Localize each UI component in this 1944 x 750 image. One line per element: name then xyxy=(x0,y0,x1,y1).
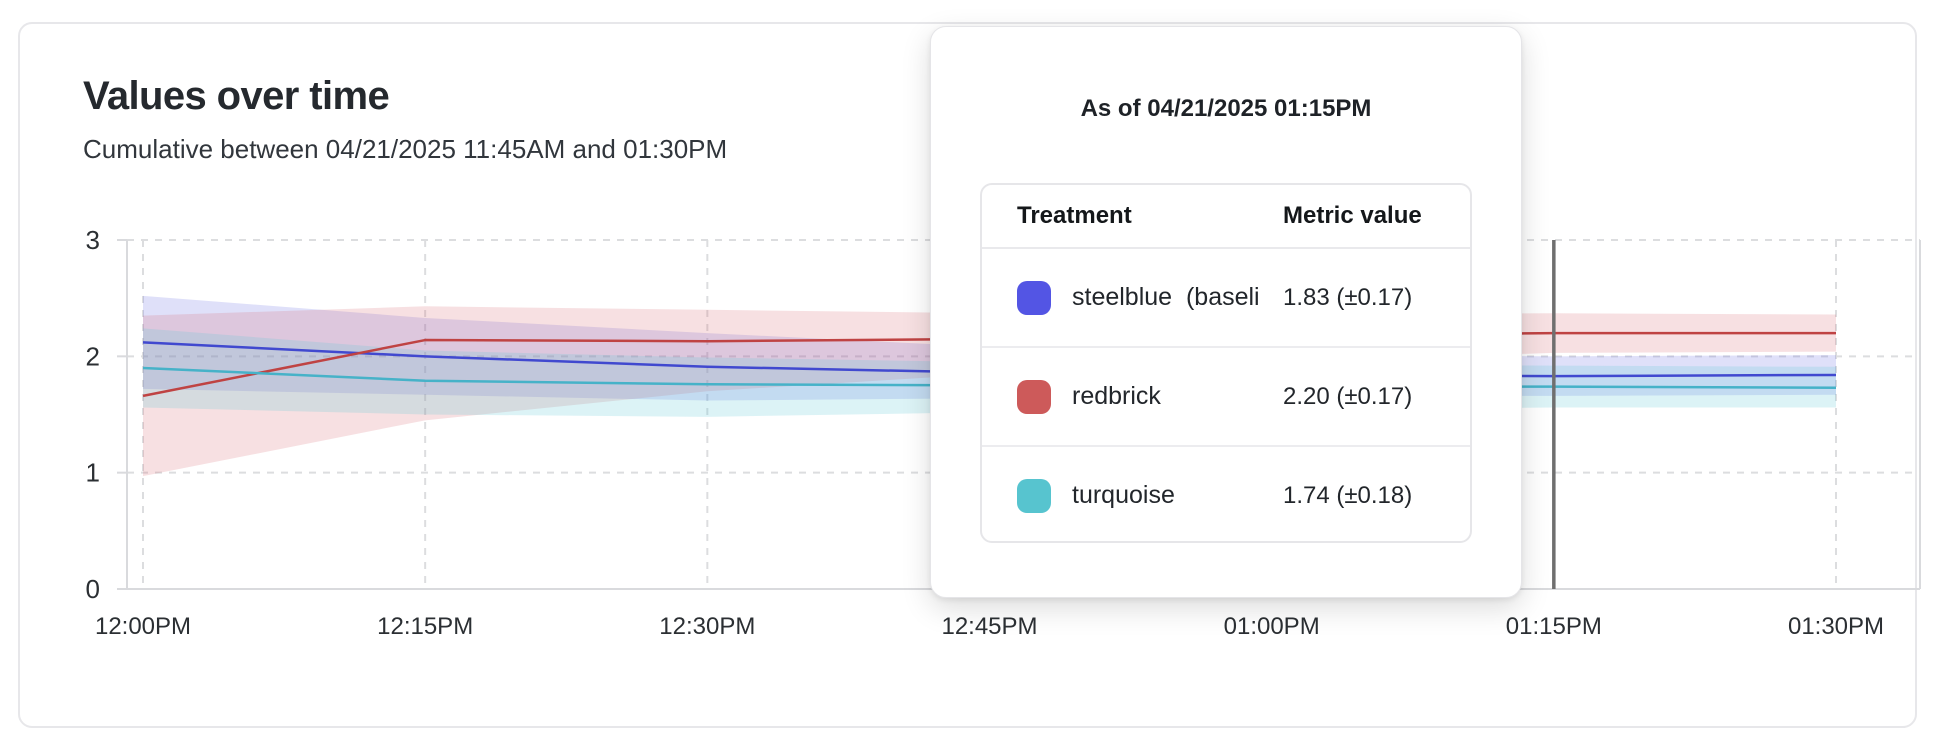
x-axis-label: 01:15PM xyxy=(1506,613,1602,640)
series-color-swatch xyxy=(1017,379,1051,414)
x-axis-label: 12:00PM xyxy=(95,613,191,640)
tooltip-timestamp: As of 04/21/2025 01:15PM xyxy=(1080,95,1372,122)
metric-value: 1.74 (±0.18) xyxy=(1283,481,1413,509)
y-axis-label: 2 xyxy=(86,341,100,371)
page-title: Values over time xyxy=(83,74,390,118)
x-axis-label: 01:30PM xyxy=(1788,613,1884,640)
x-axis-label: 01:00PM xyxy=(1224,613,1320,640)
tooltip-treatment-row: steelblue (baseli 1.83 (±0.17) xyxy=(982,249,1470,348)
y-axis-label: 3 xyxy=(86,225,100,255)
metric-value: 1.83 (±0.17) xyxy=(1283,283,1413,311)
y-axis-label: 0 xyxy=(86,574,100,604)
x-axis-label: 12:30PM xyxy=(659,613,755,640)
tooltip-treatment-row: redbrick 2.20 (±0.17) xyxy=(982,348,1470,447)
series-color-swatch xyxy=(1017,478,1051,513)
treatment-label: steelblue (baseli xyxy=(1072,283,1260,311)
metric-value-column-header: Metric value xyxy=(1283,202,1422,229)
tooltip-table-header: Treatment Metric value xyxy=(982,185,1470,249)
treatment-label: redbrick xyxy=(1072,382,1161,410)
hover-tooltip: As of 04/21/2025 01:15PM Treatment Metri… xyxy=(930,26,1522,598)
metric-value: 2.20 (±0.17) xyxy=(1283,382,1413,410)
y-axis-label: 1 xyxy=(86,458,100,488)
chart-subtitle: Cumulative between 04/21/2025 11:45AM an… xyxy=(83,134,728,164)
tooltip-table: Treatment Metric value steelblue (baseli… xyxy=(980,183,1472,543)
treatment-label: turquoise xyxy=(1072,481,1175,509)
x-axis-label: 12:15PM xyxy=(377,613,473,640)
x-axis-label: 12:45PM xyxy=(941,613,1037,640)
series-color-swatch xyxy=(1017,280,1051,315)
treatment-column-header: Treatment xyxy=(1017,202,1132,229)
tooltip-treatment-row: turquoise 1.74 (±0.18) xyxy=(982,447,1470,541)
